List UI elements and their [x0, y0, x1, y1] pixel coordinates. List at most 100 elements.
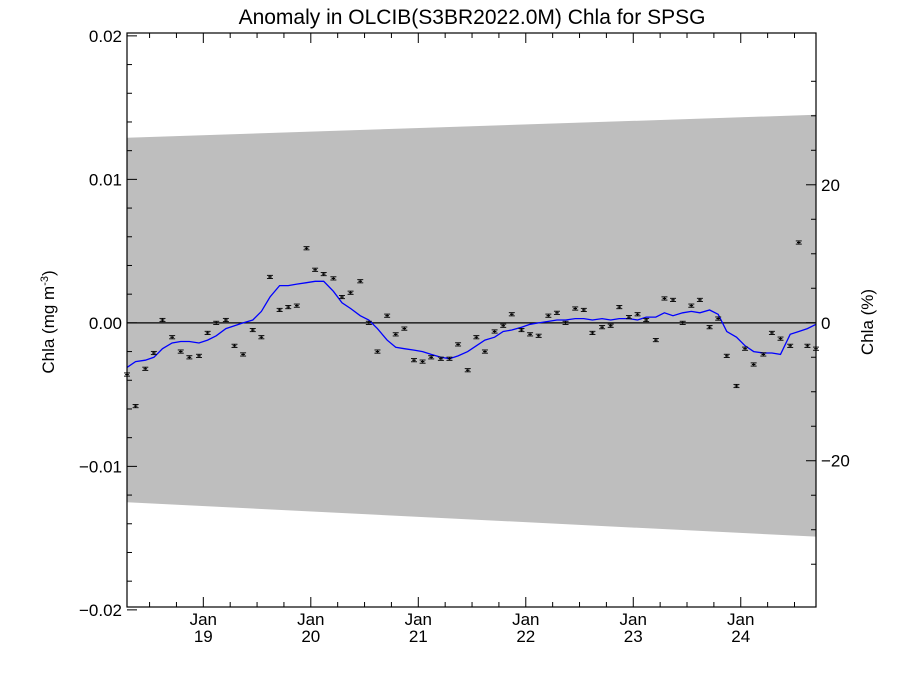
data-point: [357, 279, 364, 284]
x-tick-month: Jan: [727, 610, 754, 629]
y2-tick-label: 0: [821, 314, 830, 333]
data-point: [365, 320, 372, 325]
y2-tick-label: 20: [821, 176, 840, 195]
data-point: [742, 346, 749, 351]
data-point: [733, 383, 740, 389]
data-point: [213, 320, 220, 325]
data-point: [688, 303, 695, 308]
x-tick-year: 22: [516, 627, 535, 646]
data-point: [804, 343, 811, 348]
data-point: [696, 297, 703, 302]
data-point: [777, 336, 784, 341]
data-point: [500, 323, 507, 328]
data-point: [285, 305, 292, 310]
data-point: [652, 338, 659, 343]
data-point: [249, 327, 256, 333]
data-point: [276, 307, 283, 313]
data-point: [419, 359, 426, 364]
data-point: [491, 329, 498, 334]
data-point: [616, 305, 623, 310]
data-point: [266, 274, 273, 279]
data-point: [258, 335, 265, 340]
y2-axis-label: Chla (%): [858, 289, 877, 355]
data-point: [715, 316, 722, 321]
plot-frame: [126, 32, 817, 608]
data-point: [562, 320, 569, 325]
x-tick-month: Jan: [405, 610, 432, 629]
data-point: [545, 313, 552, 318]
data-point: [338, 294, 345, 300]
data-point: [535, 333, 542, 338]
y-axis-label-close: ): [39, 270, 58, 276]
data-point: [455, 342, 462, 347]
data-point: [410, 358, 417, 363]
data-point: [374, 349, 381, 354]
data-point: [204, 330, 211, 335]
data-point: [787, 343, 794, 348]
data-point: [142, 366, 149, 371]
data-point: [553, 310, 560, 315]
data-point: [589, 330, 596, 335]
data-point: [625, 315, 632, 320]
data-point: [599, 325, 606, 330]
data-point: [518, 327, 525, 333]
data-point: [303, 246, 310, 251]
data-point: [760, 352, 767, 357]
data-point: [437, 356, 444, 361]
data-point: [527, 332, 534, 337]
data-point: [169, 335, 176, 340]
data-point: [186, 355, 193, 360]
data-point: [384, 313, 391, 318]
data-point: [159, 317, 166, 323]
data-point: [231, 343, 238, 348]
plot-area: 0.020.010.00−0.01−0.02200−20Jan19Jan20Ja…: [79, 27, 850, 646]
y-tick-label: 0.00: [89, 314, 122, 333]
data-point: [723, 353, 730, 358]
data-point: [446, 356, 453, 361]
data-point: [330, 276, 337, 281]
data-point: [580, 307, 587, 313]
data-point: [643, 317, 650, 323]
data-point: [795, 240, 802, 245]
data-point: [464, 368, 471, 373]
data-point: [132, 404, 139, 409]
data-point: [401, 326, 408, 331]
data-point: [481, 349, 488, 354]
x-tick-year: 24: [731, 627, 750, 646]
data-point: [293, 303, 300, 308]
x-tick-month: Jan: [620, 610, 647, 629]
data-point: [222, 317, 229, 323]
data-point: [661, 296, 668, 301]
data-point: [240, 352, 247, 357]
y-axis-label-main: Chla (mg m: [39, 286, 58, 374]
y2-tick-label: −20: [821, 452, 850, 471]
data-point: [312, 267, 319, 272]
data-point: [347, 290, 354, 295]
data-point: [607, 323, 614, 328]
data-point: [320, 272, 327, 277]
data-point: [572, 306, 579, 311]
x-tick-year: 20: [301, 627, 320, 646]
y-tick-label: 0.01: [89, 170, 122, 189]
data-point: [150, 350, 157, 356]
x-tick-month: Jan: [297, 610, 324, 629]
x-tick-month: Jan: [190, 610, 217, 629]
data-point: [196, 353, 203, 358]
data-point: [706, 325, 713, 330]
data-point: [428, 355, 435, 360]
data-point: [768, 330, 775, 335]
data-point: [679, 320, 686, 325]
data-point: [177, 349, 184, 354]
data-point: [508, 312, 515, 317]
data-point: [750, 362, 757, 367]
uncertainty-envelope: [127, 114, 816, 537]
data-point: [473, 335, 480, 340]
data-point: [392, 332, 399, 337]
data-point: [634, 312, 641, 317]
chart-title: Anomaly in OLCIB(S3BR2022.0M) Chla for S…: [239, 6, 706, 29]
smoothed-anomaly-line: [126, 280, 817, 368]
y-tick-label: 0.02: [89, 27, 122, 46]
x-tick-year: 21: [409, 627, 428, 646]
y-tick-label: −0.01: [79, 457, 122, 476]
